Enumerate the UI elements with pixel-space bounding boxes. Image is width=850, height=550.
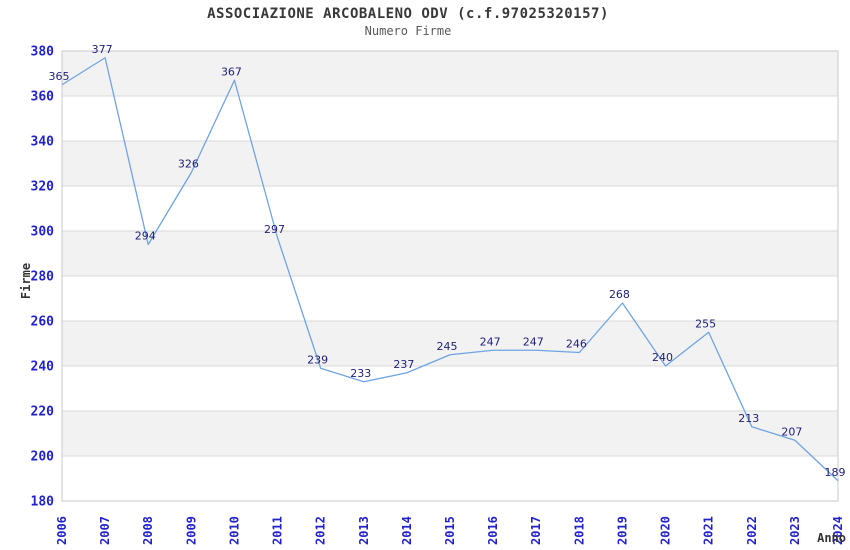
x-tick-label: 2023 xyxy=(788,516,802,545)
x-tick-label: 2011 xyxy=(271,516,285,545)
x-tick-label: 2008 xyxy=(141,516,155,545)
plot-border xyxy=(61,50,839,502)
x-tick-label: 2012 xyxy=(314,516,328,545)
data-label: 255 xyxy=(695,317,716,330)
x-tick-label: 2009 xyxy=(184,516,198,545)
data-label: 237 xyxy=(393,358,414,371)
data-label: 247 xyxy=(480,335,501,348)
data-label: 377 xyxy=(92,43,113,56)
chart-band xyxy=(62,51,838,96)
chart-band xyxy=(62,321,838,366)
data-label: 247 xyxy=(523,335,544,348)
x-tick-label: 2013 xyxy=(357,516,371,545)
data-label: 207 xyxy=(781,425,802,438)
data-line xyxy=(61,57,839,482)
y-tick-label: 360 xyxy=(31,90,55,105)
x-tick-label: 2018 xyxy=(572,516,586,545)
chart-band xyxy=(62,411,838,456)
y-tick-label: 300 xyxy=(31,225,55,240)
y-tick-label: 260 xyxy=(31,315,55,330)
chart-band xyxy=(62,141,838,186)
y-tick-label: 220 xyxy=(31,405,55,420)
data-label: 246 xyxy=(566,338,587,351)
x-tick-label: 2020 xyxy=(659,516,673,545)
data-label: 239 xyxy=(307,353,328,366)
data-label: 268 xyxy=(609,288,630,301)
data-label: 326 xyxy=(178,158,199,171)
data-label: 294 xyxy=(135,230,156,243)
data-label: 297 xyxy=(264,223,285,236)
data-label: 240 xyxy=(652,351,673,364)
x-tick-label: 2014 xyxy=(400,516,414,545)
y-axis-title: Firme xyxy=(19,263,33,299)
y-tick-label: 380 xyxy=(31,45,55,60)
x-axis-title: Anno xyxy=(817,531,846,545)
x-tick-label: 2017 xyxy=(529,516,543,545)
data-label: 233 xyxy=(350,367,371,380)
y-tick-label: 320 xyxy=(31,180,55,195)
x-tick-label: 2022 xyxy=(745,516,759,545)
x-tick-label: 2024 xyxy=(831,516,845,545)
x-tick-label: 2015 xyxy=(443,516,457,545)
x-tick-label: 2021 xyxy=(702,516,716,545)
y-tick-label: 200 xyxy=(31,450,55,465)
x-tick-label: 2016 xyxy=(486,516,500,545)
x-tick-label: 2010 xyxy=(227,516,241,545)
y-tick-label: 340 xyxy=(31,135,55,150)
data-label: 365 xyxy=(49,70,70,83)
data-label: 213 xyxy=(738,412,759,425)
data-label: 245 xyxy=(437,340,458,353)
data-label: 189 xyxy=(825,466,846,479)
x-tick-label: 2007 xyxy=(98,516,112,545)
y-tick-label: 180 xyxy=(31,495,55,510)
x-tick-label: 2019 xyxy=(615,516,629,545)
data-label: 367 xyxy=(221,65,242,78)
y-tick-label: 240 xyxy=(31,360,55,375)
x-tick-label: 2006 xyxy=(55,516,69,545)
chart-band xyxy=(62,231,838,276)
y-tick-label: 280 xyxy=(31,270,55,285)
